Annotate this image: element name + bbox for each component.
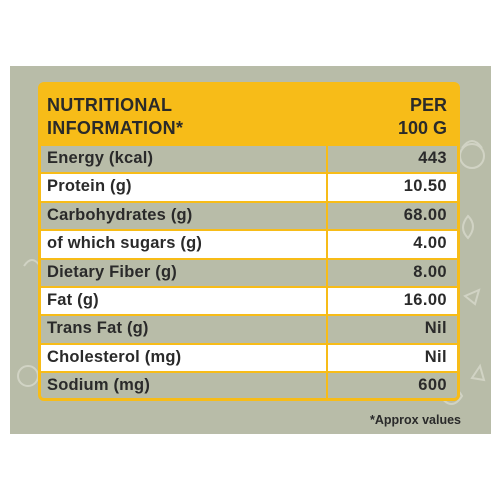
header-serving: PER 100 G — [398, 94, 447, 140]
footnote: *Approx values — [369, 413, 461, 427]
row-label: Protein (g) — [47, 177, 132, 196]
table-row: Fat (g) 16.00 — [41, 285, 457, 316]
column-divider — [326, 200, 328, 231]
table-row: Dietary Fiber (g) 8.00 — [41, 257, 457, 288]
header-serving-line1: PER — [409, 95, 447, 115]
table-row: Energy (kcal) 443 — [41, 144, 457, 174]
table-row: Cholesterol (mg) Nil — [41, 342, 457, 373]
header-title-line1: NUTRITIONAL — [47, 95, 173, 115]
row-label: Carbohydrates (g) — [47, 205, 193, 224]
column-divider — [326, 229, 328, 260]
row-label: Fat (g) — [47, 290, 99, 309]
table-body: Energy (kcal) 443 Protein (g) 10.50 Carb… — [41, 144, 457, 398]
header-title-line2: INFORMATION* — [47, 118, 184, 138]
nutrition-table: NUTRITIONAL INFORMATION* PER 100 G Energ… — [38, 82, 460, 401]
row-value: 68.00 — [403, 205, 447, 224]
column-divider — [326, 342, 328, 373]
table-row: Sodium (mg) 600 — [41, 371, 457, 398]
column-divider — [326, 314, 328, 345]
row-value: Nil — [424, 319, 447, 338]
row-value: 10.50 — [403, 177, 447, 196]
table-row: Trans Fat (g) Nil — [41, 314, 457, 345]
row-value: Nil — [424, 347, 447, 366]
row-label: Trans Fat (g) — [47, 319, 149, 338]
row-label: Energy (kcal) — [47, 149, 154, 167]
table-row: Carbohydrates (g) 68.00 — [41, 200, 457, 231]
row-value: 16.00 — [403, 290, 447, 309]
table-header: NUTRITIONAL INFORMATION* PER 100 G — [41, 85, 457, 144]
table-row: of which sugars (g) 4.00 — [41, 229, 457, 260]
row-value: 4.00 — [413, 234, 447, 253]
column-divider — [326, 172, 328, 203]
column-divider — [326, 285, 328, 316]
food-doodle-background — [17, 140, 486, 405]
table-row: Protein (g) 10.50 — [41, 172, 457, 203]
row-value: 443 — [418, 149, 447, 167]
column-divider — [326, 257, 328, 288]
row-value: 600 — [418, 376, 447, 395]
column-divider — [326, 371, 328, 398]
column-divider — [326, 144, 328, 174]
nutrition-panel: NUTRITIONAL INFORMATION* PER 100 G Energ… — [10, 66, 491, 434]
row-label: Cholesterol (mg) — [47, 347, 182, 366]
row-value: 8.00 — [413, 262, 447, 281]
row-label: Sodium (mg) — [47, 376, 151, 395]
row-label: of which sugars (g) — [47, 234, 203, 253]
header-title: NUTRITIONAL INFORMATION* — [47, 94, 183, 140]
row-label: Dietary Fiber (g) — [47, 262, 177, 281]
header-serving-line2: 100 G — [397, 118, 447, 138]
